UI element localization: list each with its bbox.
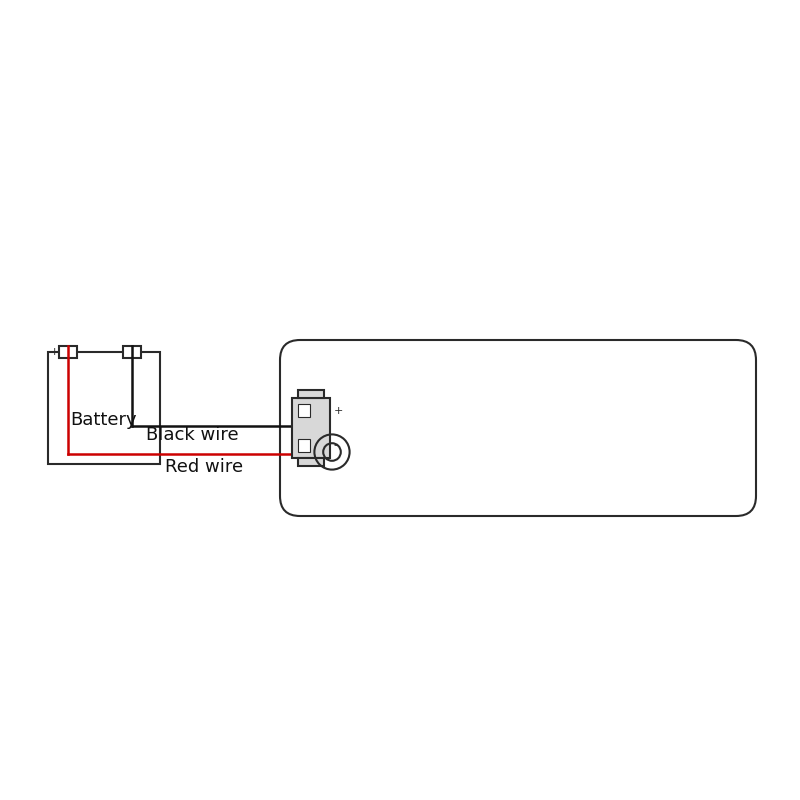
- Bar: [292, 398, 330, 458]
- Text: +: +: [50, 347, 59, 357]
- Bar: [123, 346, 141, 358]
- Text: -: -: [143, 347, 147, 357]
- Text: Black wire: Black wire: [146, 426, 238, 444]
- Bar: [298, 438, 310, 451]
- FancyBboxPatch shape: [280, 340, 756, 516]
- Text: +: +: [334, 406, 343, 416]
- Bar: [48, 352, 160, 464]
- Bar: [298, 458, 324, 466]
- Bar: [59, 346, 77, 358]
- Bar: [298, 390, 324, 398]
- Text: Red wire: Red wire: [165, 458, 243, 476]
- Text: -: -: [334, 440, 338, 450]
- Bar: [298, 404, 310, 418]
- Text: Battery: Battery: [70, 411, 138, 429]
